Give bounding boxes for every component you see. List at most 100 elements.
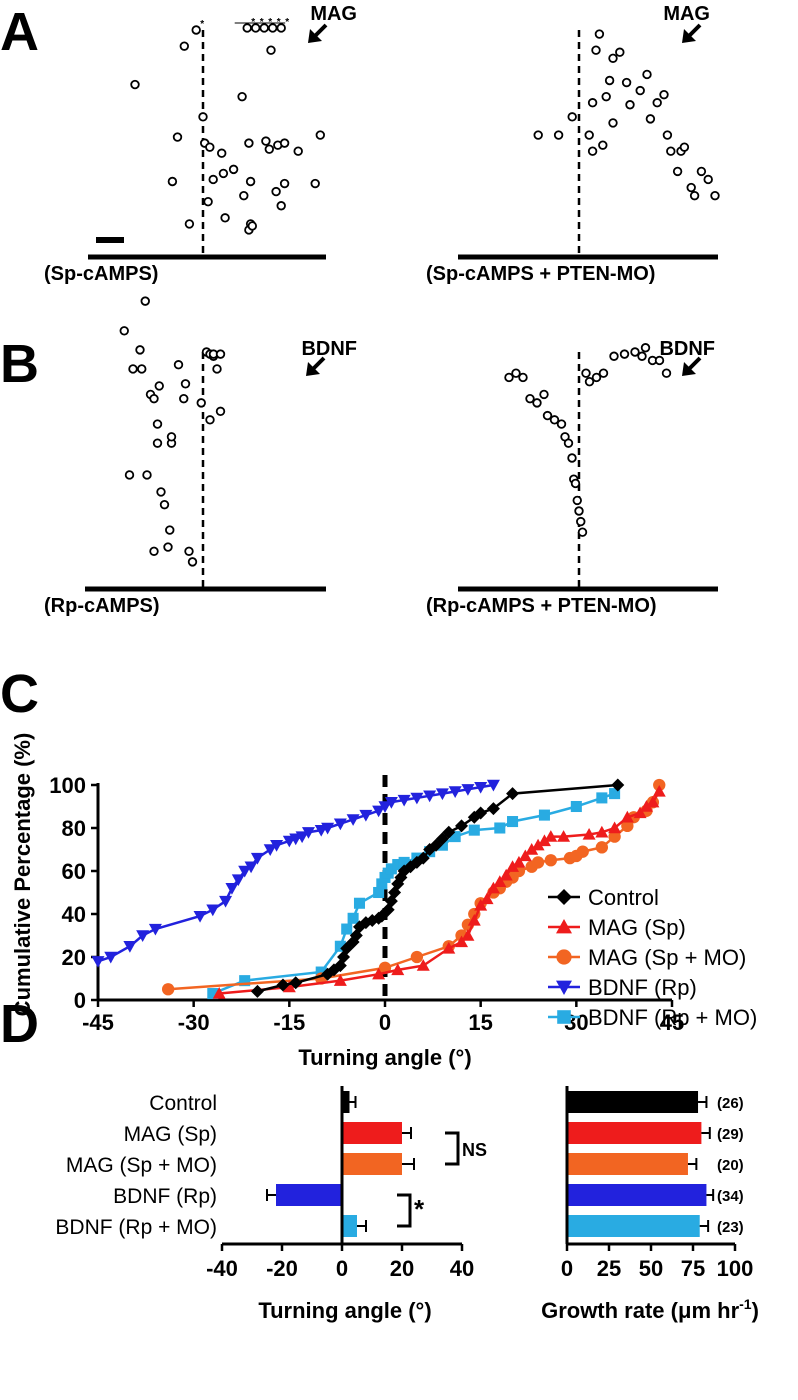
cue-label: MAG — [310, 3, 357, 25]
bar — [342, 1091, 350, 1113]
growth-cone-point — [594, 29, 605, 39]
growth-cone-point — [642, 69, 652, 80]
data-point — [494, 822, 506, 834]
data-point — [238, 865, 252, 878]
data-point — [506, 787, 520, 801]
x-axis-title: Turning angle (°) — [258, 1298, 431, 1323]
growth-cone-point — [205, 415, 215, 425]
series-0 — [250, 778, 625, 998]
category-label: Control — [149, 1092, 217, 1115]
data-point — [334, 940, 346, 952]
y-tick-label: 40 — [62, 902, 86, 927]
growth-cone-point — [166, 432, 177, 442]
growth-cone-point — [598, 140, 608, 150]
growth-cone-point — [149, 393, 159, 404]
category-label: BDNF (Rp + MO) — [55, 1216, 217, 1239]
data-point — [461, 929, 475, 941]
category-label: MAG (Sp + MO) — [66, 1154, 217, 1177]
data-point — [104, 951, 118, 964]
bar — [276, 1184, 342, 1206]
data-point — [576, 845, 589, 858]
data-point — [455, 935, 469, 948]
growth-cone-point — [250, 23, 261, 33]
condition-label: (Sp-cAMPS + PTEN-MO) — [426, 263, 655, 285]
growth-cone-point — [163, 542, 173, 552]
growth-cone-point — [196, 398, 206, 408]
data-point — [499, 868, 513, 881]
arrow-down-left-icon — [308, 23, 328, 43]
growth-cone-point — [577, 527, 588, 537]
data-point — [359, 809, 373, 822]
data-point — [206, 904, 220, 917]
growth-cone-point — [549, 415, 560, 425]
growth-cone-point — [228, 164, 239, 175]
scatter-plot-rp-camps-pten-mo: (Rp-cAMPS + PTEN-MO) BDNF — [426, 338, 718, 617]
bar — [567, 1215, 700, 1237]
growth-cone-point — [130, 79, 140, 90]
growth-cone-point — [315, 130, 325, 140]
x-tick-label: 0 — [336, 1256, 348, 1281]
growth-cone-point — [198, 112, 208, 122]
sample-size-label: (34) — [717, 1188, 744, 1205]
series-1 — [212, 784, 666, 999]
growth-cone-point — [293, 146, 303, 156]
legend-label: MAG (Sp + MO) — [588, 945, 746, 970]
growth-cone-point — [279, 138, 290, 148]
growth-cone-point — [686, 182, 696, 193]
growth-cone-point — [604, 75, 615, 86]
panel-letter-c: C — [0, 664, 39, 724]
panel-letter-d: D — [0, 994, 39, 1054]
growth-cone-point — [567, 453, 577, 463]
data-point — [486, 802, 500, 816]
growth-cone-point — [587, 146, 598, 156]
growth-cone-point — [266, 45, 276, 55]
data-point — [435, 788, 449, 801]
y-tick-label: 100 — [49, 773, 86, 798]
growth-cone-point — [247, 221, 257, 231]
y-tick-label: 0 — [74, 988, 86, 1013]
data-point — [455, 819, 469, 833]
arrow-down-left-icon — [306, 356, 326, 376]
data-point — [486, 779, 500, 792]
ns-annotation: NS — [462, 1140, 487, 1160]
growth-cone-point — [635, 85, 645, 96]
growth-cone-point — [142, 470, 152, 480]
condition-label: (Rp-cAMPS + PTEN-MO) — [426, 595, 657, 617]
growth-cone-point — [570, 478, 581, 489]
data-point — [289, 976, 303, 990]
data-point — [276, 978, 290, 992]
data-point — [556, 980, 572, 995]
growth-cone-point — [584, 376, 595, 387]
growth-cone-point — [710, 190, 720, 201]
growth-cone-point — [180, 379, 191, 389]
data-point — [620, 810, 634, 823]
scatter-plot-sp-camps-pten-mo: (Sp-cAMPS + PTEN-MO) MAG — [426, 3, 720, 285]
data-point — [333, 818, 347, 831]
legend-label: Control — [588, 885, 659, 910]
data-point — [449, 831, 461, 843]
data-point — [525, 843, 539, 855]
cue-label: BDNF — [301, 338, 357, 360]
data-point — [410, 792, 424, 805]
data-point — [212, 987, 226, 999]
cue-label: MAG — [663, 3, 710, 25]
data-point — [244, 861, 258, 874]
data-point — [544, 854, 557, 867]
arrow-down-left-icon — [682, 23, 702, 43]
data-point — [250, 984, 264, 998]
growth-cone-point — [276, 23, 286, 33]
data-point — [353, 897, 366, 909]
bar — [342, 1215, 357, 1237]
growth-cone-point — [504, 372, 514, 383]
growth-cone-point — [184, 219, 195, 229]
bar — [567, 1184, 707, 1206]
x-tick-label: -45 — [82, 1010, 114, 1035]
x-tick-label: 0 — [379, 1010, 391, 1035]
data-point — [442, 941, 456, 954]
x-axis-title: Growth rate (μm hr-1) — [541, 1296, 759, 1323]
sample-size-label: (20) — [717, 1157, 744, 1174]
data-point — [193, 910, 207, 923]
growth-cone-point — [152, 438, 163, 448]
growth-cone-point — [621, 77, 632, 88]
data-point — [397, 794, 411, 807]
